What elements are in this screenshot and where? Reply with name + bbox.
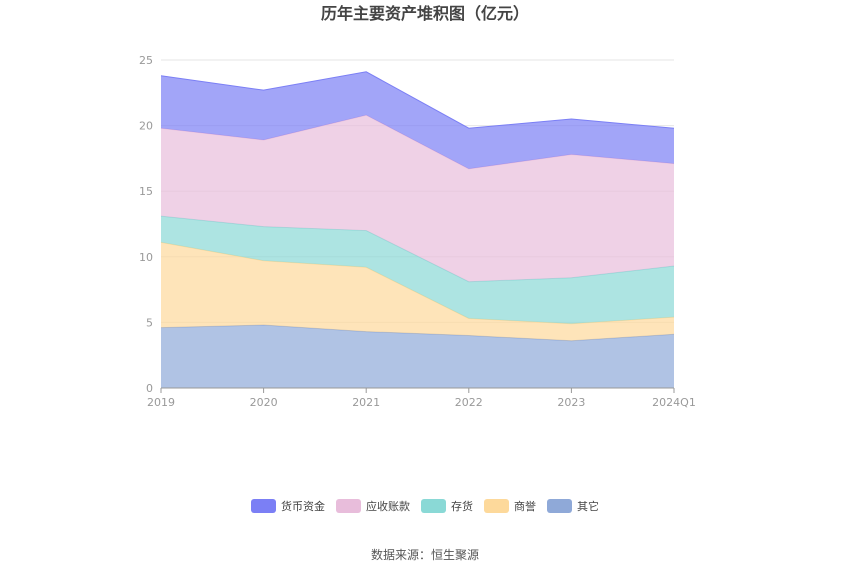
axes: 0 5 10 15 20 25 2019 2020 2021 2022 2023 2024Q1	[139, 54, 696, 409]
legend-label: 商誉	[514, 499, 536, 513]
area-商誉	[161, 242, 674, 341]
area-series	[160, 71, 675, 388]
legend-item[interactable]: 应收账款	[336, 499, 410, 513]
y-tick-label: 10	[139, 251, 153, 264]
area-存货	[161, 216, 674, 324]
legend-item[interactable]: 商誉	[484, 499, 536, 513]
area-edge-存货	[160, 215, 675, 283]
legend-swatch	[484, 499, 509, 513]
y-tick-label: 15	[139, 185, 153, 198]
y-tick-label: 5	[146, 316, 153, 329]
area-其它	[161, 325, 674, 388]
y-tick-label: 25	[139, 54, 153, 67]
legend: 货币资金 应收账款 存货 商誉 其它	[251, 499, 599, 513]
y-tick-label: 0	[146, 382, 153, 395]
chart-title: 历年主要资产堆积图（亿元）	[321, 4, 529, 23]
x-tick-label: 2021	[352, 396, 380, 409]
legend-label: 应收账款	[366, 499, 410, 513]
legend-label: 货币资金	[281, 499, 325, 513]
legend-swatch	[251, 499, 276, 513]
x-tick-label: 2019	[147, 396, 175, 409]
legend-item[interactable]: 其它	[547, 499, 599, 513]
area-货币资金	[161, 71, 674, 169]
source-note: 数据来源：恒生聚源	[371, 547, 479, 562]
x-tick-label: 2024Q1	[652, 396, 696, 409]
area-应收账款	[161, 115, 674, 282]
legend-swatch	[547, 499, 572, 513]
legend-label: 其它	[577, 499, 599, 513]
legend-item[interactable]: 货币资金	[251, 499, 325, 513]
legend-item[interactable]: 存货	[421, 499, 473, 513]
x-tick-label: 2023	[557, 396, 585, 409]
area-edge-货币资金	[160, 71, 675, 129]
x-tick-label: 2020	[250, 396, 278, 409]
legend-swatch	[421, 499, 446, 513]
y-tick-label: 20	[139, 120, 153, 133]
legend-label: 存货	[451, 499, 473, 513]
legend-swatch	[336, 499, 361, 513]
x-tick-label: 2022	[455, 396, 483, 409]
